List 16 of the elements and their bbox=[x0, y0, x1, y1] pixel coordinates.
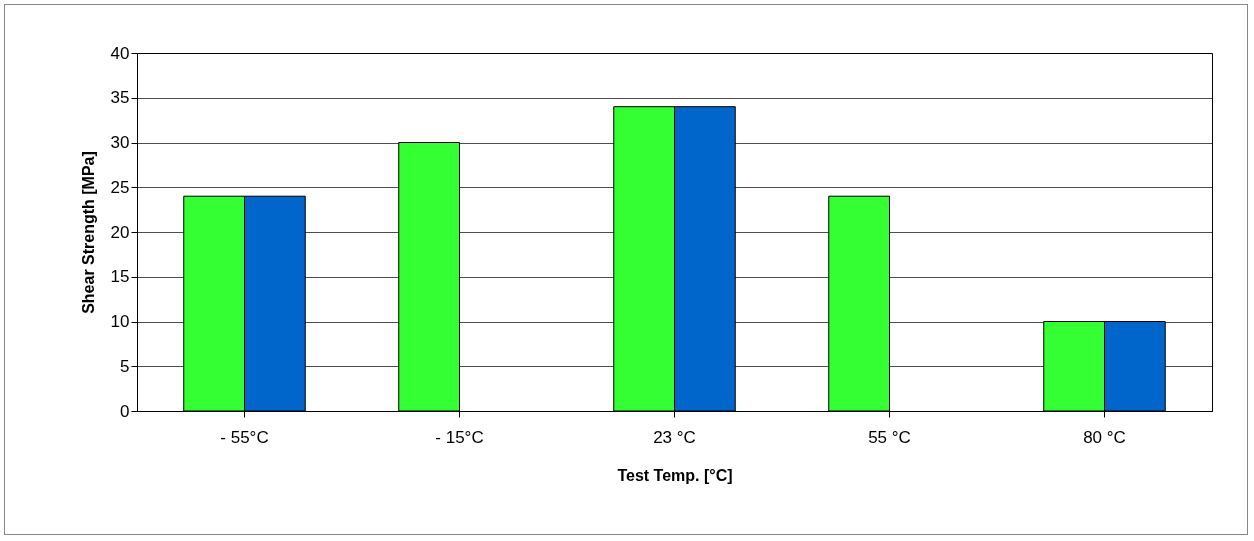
x-tick-label: 23 °C bbox=[653, 427, 696, 447]
y-tick-label: 0 bbox=[120, 401, 130, 421]
x-tick-label: 80 °C bbox=[1083, 427, 1126, 447]
x-axis-title: Test Temp. [°C] bbox=[617, 466, 733, 484]
y-tick-label: 30 bbox=[110, 133, 130, 152]
y-axis-title: Shear Strength [MPa] bbox=[79, 151, 97, 314]
y-tick-label: 35 bbox=[110, 88, 130, 108]
y-tick-label: 40 bbox=[110, 43, 130, 63]
y-tick-label: 5 bbox=[120, 356, 130, 376]
y-tick-label: 15 bbox=[110, 267, 130, 287]
y-tick-label: 20 bbox=[110, 222, 130, 242]
y-tick-label: 10 bbox=[110, 312, 130, 331]
x-tick-label: 55 °C bbox=[868, 427, 911, 447]
x-tick-label: - 15°C bbox=[435, 427, 484, 447]
y-tick-label: 25 bbox=[110, 177, 130, 197]
x-tick-label: - 55°C bbox=[220, 427, 269, 447]
